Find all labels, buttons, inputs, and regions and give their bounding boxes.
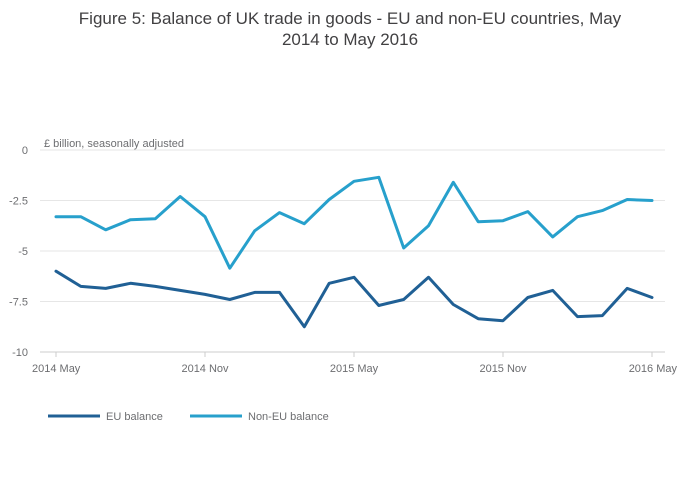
y-tick-label: -5	[18, 246, 28, 258]
x-tick-label: 2014 May	[32, 363, 81, 375]
y-tick-label: -10	[12, 347, 28, 359]
series-lines	[54, 175, 654, 329]
legend-item-non-eu-balance[interactable]: Non-EU balance	[190, 411, 329, 423]
gridlines	[40, 149, 665, 353]
x-tick-label: 2016 May	[629, 363, 678, 375]
chart-title: Figure 5: Balance of UK trade in goods -…	[79, 9, 622, 49]
y-axis-ticks: 0 -2.5 -5 -7.5 -10	[9, 145, 28, 359]
x-axis-ticks: 2014 May 2014 Nov 2015 May 2015 Nov 2016 May	[32, 352, 677, 375]
x-tick-label: 2015 Nov	[479, 363, 527, 375]
chart-title-line-1: Figure 5: Balance of UK trade in goods -…	[79, 9, 622, 28]
legend-item-eu-balance[interactable]: EU balance	[48, 411, 163, 423]
y-tick-label: 0	[22, 145, 28, 157]
x-tick-label: 2014 Nov	[181, 363, 229, 375]
series-line-eu-balance	[54, 269, 654, 329]
y-tick-label: -2.5	[9, 196, 28, 208]
x-tick-label: 2015 May	[330, 363, 379, 375]
legend-label: EU balance	[106, 411, 163, 423]
legend-label: Non-EU balance	[248, 411, 329, 423]
legend[interactable]: EU balance Non-EU balance	[48, 411, 329, 423]
series-line-non-eu-balance	[54, 175, 654, 270]
chart-title-line-2: 2014 to May 2016	[282, 30, 418, 49]
y-axis-units-label: £ billion, seasonally adjusted	[44, 138, 184, 150]
y-tick-label: -7.5	[9, 297, 28, 309]
